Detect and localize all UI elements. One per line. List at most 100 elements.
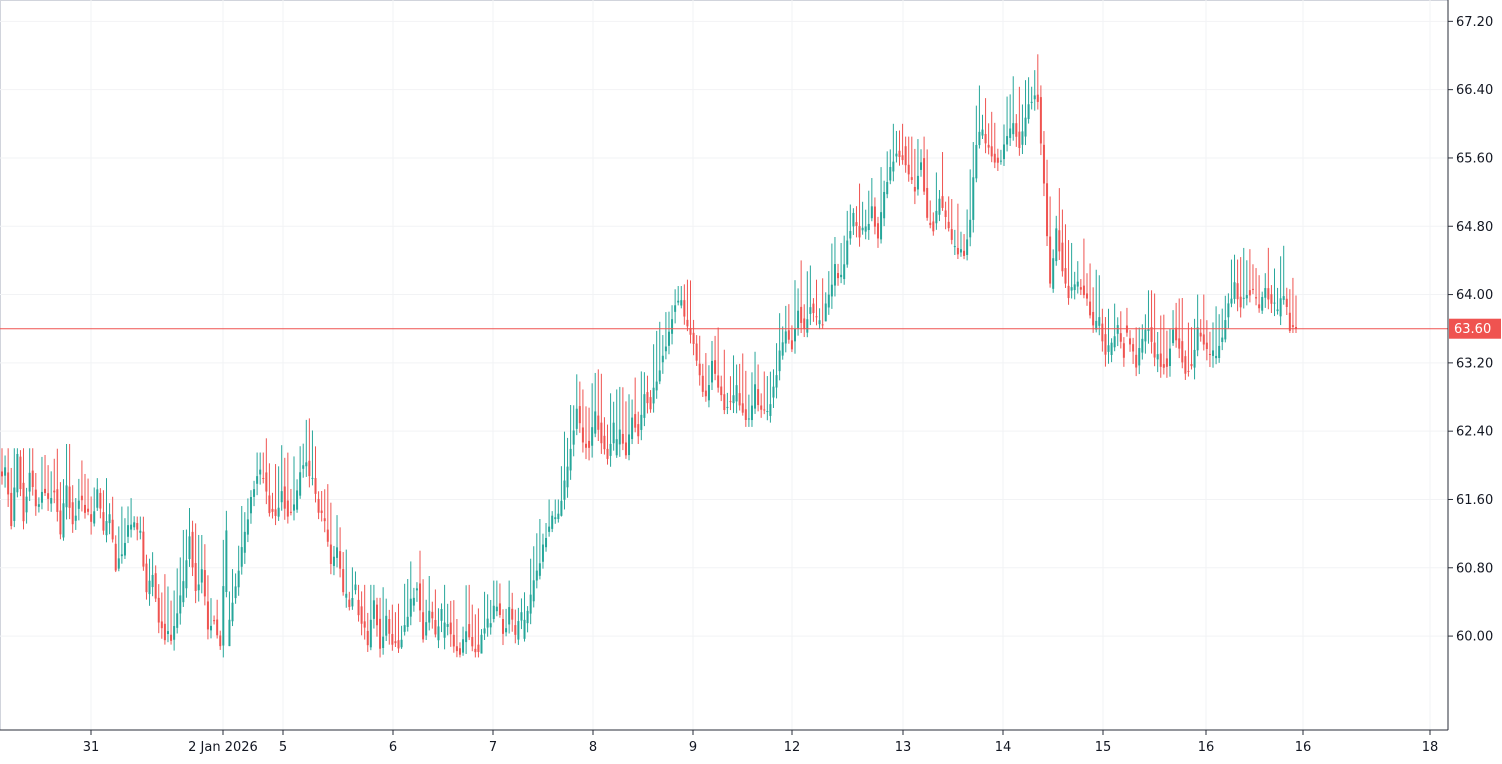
candle-up: [864, 209, 867, 240]
candle-down: [581, 389, 584, 453]
time-axis[interactable]: 31 2 Jan 2026 5 6 7 8 9 12 13 14 15 16 16 18: [0, 729, 1448, 755]
candle-body: [830, 284, 833, 297]
candle-body: [1224, 320, 1227, 340]
candle-body: [262, 478, 265, 480]
candle-body: [566, 466, 569, 488]
candle-body: [1092, 311, 1095, 326]
candle-up: [566, 437, 569, 498]
candle-body: [541, 544, 544, 562]
candle-body: [591, 427, 594, 446]
candle-body: [563, 480, 566, 500]
candle-body: [732, 395, 735, 404]
x-tick-label: 15: [1095, 740, 1112, 755]
candle-body: [1089, 301, 1092, 316]
candle-down: [723, 349, 726, 415]
candle-down: [1205, 320, 1208, 361]
candle-body: [108, 514, 111, 524]
candle-body: [1098, 317, 1101, 326]
candle-up: [981, 114, 984, 140]
candle-up: [732, 355, 735, 414]
candle-up: [554, 499, 557, 524]
candle-body: [523, 619, 526, 639]
candle-body: [793, 328, 796, 342]
candle-body: [1258, 304, 1261, 309]
candle-body: [1116, 325, 1119, 334]
candle-down: [698, 335, 701, 386]
candle-down: [1175, 302, 1178, 348]
candle-body: [680, 300, 683, 306]
candle-body: [468, 624, 471, 638]
candle-body: [1273, 302, 1276, 304]
candle-down: [990, 111, 993, 163]
y-tick-label: 62.40: [1456, 425, 1493, 440]
candle-up: [1107, 308, 1110, 364]
candle-body: [1178, 338, 1181, 349]
candle-down: [800, 260, 803, 334]
candle-body: [581, 427, 584, 443]
candle-up: [1282, 245, 1285, 305]
candle-body: [194, 563, 197, 592]
candle-body: [1162, 364, 1165, 368]
candle-body: [188, 536, 191, 560]
candle-body: [37, 504, 40, 507]
candle-down: [932, 212, 935, 236]
candle-up: [249, 490, 252, 524]
candle-up: [139, 516, 142, 540]
candle-up: [240, 505, 243, 575]
candle-up: [1076, 261, 1079, 294]
candle-down: [1049, 196, 1052, 288]
candle-body: [1291, 325, 1294, 327]
candle-body: [1168, 348, 1171, 367]
candle-body: [735, 385, 738, 402]
candle-up: [966, 209, 969, 261]
candle-up: [529, 558, 532, 625]
candle-up: [532, 546, 535, 608]
candle-up: [1027, 77, 1030, 124]
candle-body: [769, 404, 772, 416]
candle-down: [419, 550, 422, 623]
candle-body: [222, 586, 225, 646]
candle-body: [206, 601, 209, 630]
candle-up: [938, 190, 941, 222]
candle-body: [551, 515, 554, 529]
candle-up: [382, 587, 385, 655]
candle-body: [311, 477, 314, 479]
candle-body: [649, 397, 652, 410]
candle-body: [332, 556, 335, 566]
candle-body: [698, 363, 701, 376]
candle-body: [1058, 230, 1061, 252]
candle-body: [1135, 354, 1138, 368]
candle-up: [1224, 295, 1227, 343]
candle-body: [409, 598, 412, 617]
candle-body: [256, 476, 259, 484]
candle-body: [83, 504, 86, 513]
candle-body: [249, 497, 252, 514]
candle-down: [815, 279, 818, 326]
candle-up: [972, 142, 975, 233]
candle-body: [707, 385, 710, 401]
candle-body: [157, 597, 160, 623]
candle-body: [176, 613, 179, 628]
candle-down: [720, 375, 723, 402]
candle-up: [1006, 96, 1009, 152]
candle-body: [572, 430, 575, 445]
candle-body: [1236, 283, 1239, 300]
candle-body: [1239, 296, 1242, 308]
candle-down: [160, 592, 163, 639]
candle-body: [7, 472, 10, 495]
candle-down: [1064, 224, 1067, 288]
candle-down: [923, 136, 926, 195]
candle-up: [548, 499, 551, 537]
candle-down: [339, 527, 342, 578]
candle-down: [738, 363, 741, 411]
candle-up: [1055, 215, 1058, 266]
price-axis[interactable]: 67.20 66.40 65.60 64.80 64.00 63.20 62.40 61.60…: [1447, 0, 1493, 730]
candle-down: [606, 424, 609, 465]
candle-body: [938, 198, 941, 215]
candle-down: [984, 98, 987, 154]
candle-down: [388, 609, 391, 645]
candle-up: [609, 393, 612, 467]
candle-down: [812, 298, 815, 322]
